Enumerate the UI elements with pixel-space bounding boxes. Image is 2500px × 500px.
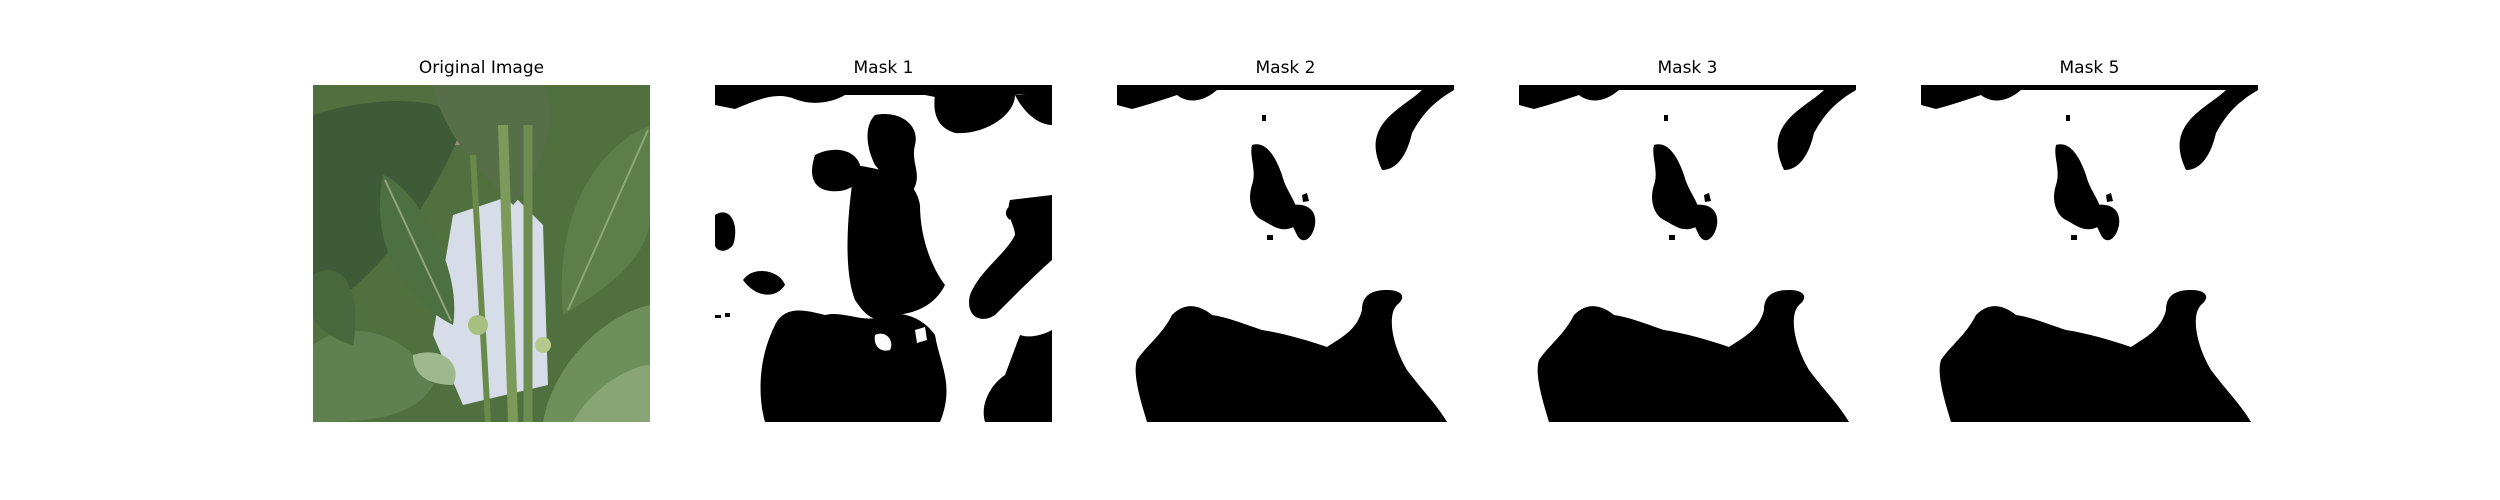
mask-image [1519, 85, 1856, 422]
mask-image [715, 85, 1052, 422]
mask-image [1921, 85, 2258, 422]
panel-title: Mask 1 [853, 58, 914, 78]
panel-title: Mask 5 [2059, 58, 2120, 78]
panel-title: Mask 2 [1255, 58, 1316, 78]
panel-title: Mask 3 [1657, 58, 1718, 78]
original-image [313, 85, 650, 422]
panel-title: Original Image [418, 58, 545, 78]
mask-image [1117, 85, 1454, 422]
